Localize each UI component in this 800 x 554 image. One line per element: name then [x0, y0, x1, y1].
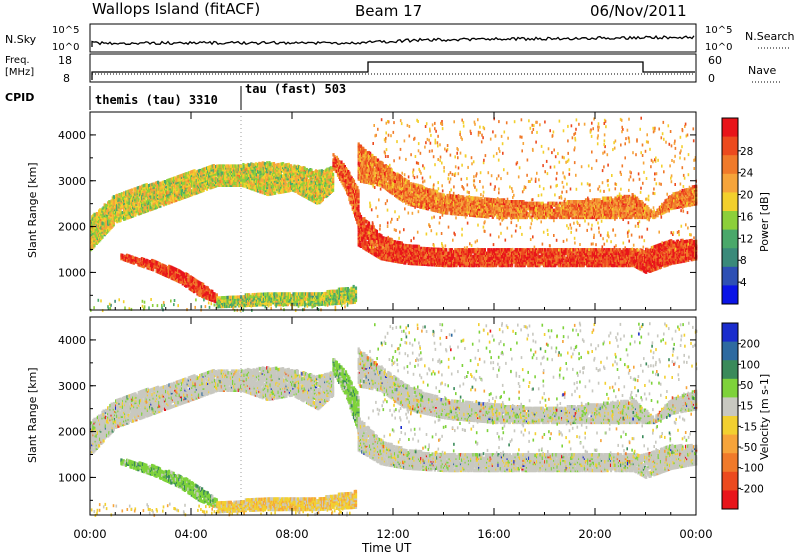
- colorbar-swatch: [722, 173, 738, 193]
- power-data-layer: [90, 116, 698, 313]
- colorbar-tick: 24: [740, 168, 754, 180]
- nave-tick-bottom: 0: [708, 72, 715, 85]
- echo-band-3: [357, 211, 698, 274]
- colorbar-tick: 8: [740, 255, 747, 267]
- colorbar-tick: 15: [740, 401, 753, 413]
- power-panel: 1000 2000 3000 4000 Slant Range [km]: [26, 111, 698, 313]
- echo-band-2: [332, 153, 360, 228]
- time-xlabel: Time UT: [361, 541, 412, 554]
- colorbar-swatch: [722, 192, 738, 212]
- colorbar-swatch: [722, 136, 738, 156]
- date-title: 06/Nov/2011: [590, 2, 687, 20]
- nsky-tick-top: 10^5: [52, 25, 79, 36]
- range-tick-1000: 1000: [58, 266, 86, 279]
- colorbar-swatch: [722, 266, 738, 286]
- echo-band-5: [120, 253, 218, 304]
- time-tick-0: 00:00: [73, 527, 106, 541]
- cpid-segment-1: themis (tau) 3310: [95, 93, 218, 107]
- time-axis: 00:00 04:00 08:00 12:00 16:00 20:00 00:00: [73, 112, 713, 541]
- colorbar-swatch: [722, 118, 738, 138]
- colorbar-tick: -100: [740, 463, 764, 475]
- range-tick-4000: 4000: [58, 129, 86, 142]
- nave-tick-top: 60: [708, 54, 722, 67]
- range-tick-2000: 2000: [58, 221, 86, 234]
- colorbar-tick: 200: [740, 339, 760, 351]
- colorbar-tick: 50: [740, 380, 753, 392]
- echo-band-6: [216, 284, 358, 309]
- velocity-panel: 1000 2000 3000 4000 Slant Range [km]: [26, 316, 698, 517]
- velocity-colorbar: 200 100 50 15 -15 -50 -100 -200: [721, 322, 764, 510]
- nsearch-tick-top: 10^5: [705, 25, 732, 36]
- freq-unit: [MHz]: [5, 67, 34, 78]
- time-tick-4: 16:00: [477, 527, 510, 541]
- colorbar-swatch: [722, 471, 738, 491]
- freq-trace: [91, 61, 695, 80]
- nave-label: Nave: [748, 64, 776, 77]
- colorbar-swatch: [722, 490, 738, 510]
- colorbar-tick: 12: [740, 233, 753, 245]
- cpid-label: CPID: [5, 91, 34, 104]
- nsearch-tick-bottom: 10^0: [705, 42, 732, 53]
- power-colorbar-label: Power [dB]: [758, 192, 771, 252]
- colorbar-swatch: [722, 285, 738, 305]
- beam-title: Beam 17: [355, 2, 422, 20]
- nsky-panel: N.Sky 10^5 10^0 10^5 10^0 N.Search: [5, 23, 795, 53]
- colorbar-tick: 100: [740, 359, 760, 371]
- nsky-label: N.Sky: [5, 33, 37, 46]
- cpid-segment-2: tau (fast) 503: [245, 82, 346, 96]
- time-tick-1: 04:00: [174, 527, 207, 541]
- nsky-trace: [91, 35, 695, 47]
- colorbar-swatch: [722, 416, 738, 436]
- echo-band-4: [357, 142, 698, 220]
- station-title: Wallops Island (fitACF): [92, 0, 260, 18]
- range-tick-2000: 2000: [58, 426, 86, 439]
- range-tick-1000: 1000: [58, 471, 86, 484]
- echo-band-5: [120, 458, 218, 509]
- nsearch-label: N.Search: [745, 30, 795, 43]
- colorbar-swatch: [722, 397, 738, 417]
- time-tick-6: 00:00: [679, 527, 712, 541]
- echo-band-1: [90, 161, 335, 252]
- colorbar-swatch: [722, 360, 738, 380]
- freq-panel: Freq. [MHz] 18 8 60 0 Nave: [5, 53, 780, 85]
- colorbar-tick: 16: [740, 211, 754, 223]
- range-tick-3000: 3000: [58, 380, 86, 393]
- colorbar-swatch: [722, 229, 738, 249]
- velocity-ylabel: Slant Range [km]: [26, 367, 39, 463]
- colorbar-swatch: [722, 211, 738, 231]
- echo-band-2: [332, 358, 360, 433]
- velocity-data-layer: [90, 321, 698, 517]
- colorbar-tick: 4: [740, 277, 747, 289]
- scatter-echoes: [90, 116, 697, 313]
- colorbar-swatch: [722, 378, 738, 398]
- power-ylabel: Slant Range [km]: [26, 162, 39, 258]
- colorbar-swatch: [722, 453, 738, 473]
- colorbar-tick: 20: [740, 190, 753, 202]
- range-tick-4000: 4000: [58, 334, 86, 347]
- colorbar-swatch: [722, 434, 738, 454]
- cpid-row: CPID themis (tau) 3310 tau (fast) 503: [5, 82, 346, 110]
- echo-band-3: [357, 416, 698, 479]
- freq-tick-bottom: 8: [63, 72, 70, 85]
- power-colorbar: 4 8 12 16 20 24 28: [721, 117, 754, 305]
- colorbar-swatch: [722, 341, 738, 361]
- colorbar-swatch: [722, 248, 738, 268]
- time-tick-3: 12:00: [376, 527, 409, 541]
- time-tick-2: 08:00: [275, 527, 308, 541]
- colorbar-swatch: [722, 155, 738, 175]
- colorbar-tick: 28: [740, 146, 753, 158]
- colorbar-swatch: [722, 323, 738, 343]
- freq-label: Freq.: [5, 55, 30, 66]
- colorbar-tick: -15: [740, 421, 757, 433]
- colorbar-tick: -200: [740, 483, 764, 495]
- range-tick-3000: 3000: [58, 175, 86, 188]
- freq-tick-top: 18: [58, 54, 72, 67]
- echo-band-1: [90, 366, 335, 455]
- velocity-colorbar-label: Velocity [m s-1]: [758, 374, 771, 460]
- time-tick-5: 20:00: [578, 527, 611, 541]
- colorbar-tick: -50: [740, 442, 757, 454]
- nsky-tick-bottom: 10^0: [52, 42, 79, 53]
